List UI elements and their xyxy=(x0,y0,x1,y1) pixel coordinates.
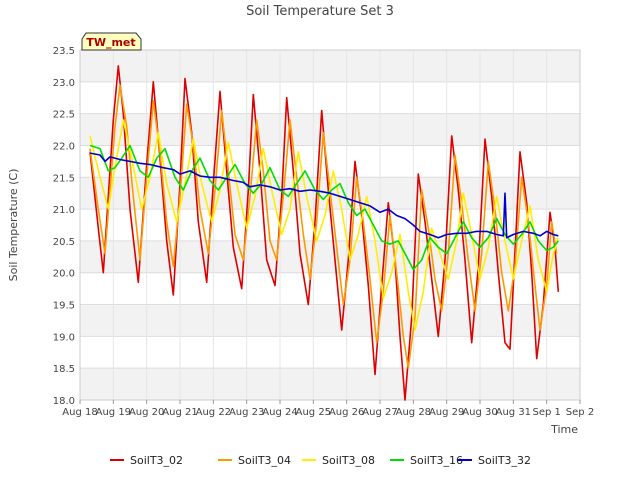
y-axis-label: Soil Temperature (C) xyxy=(7,169,20,282)
chart-title: Soil Temperature Set 3 xyxy=(246,4,394,19)
x-tick-label: Aug 28 xyxy=(396,407,431,418)
legend-label: SoilT3_32 xyxy=(478,454,531,467)
x-tick-label: Aug 25 xyxy=(296,407,331,418)
x-tick-label: Aug 27 xyxy=(362,407,397,418)
station-annotation: TW_met xyxy=(81,32,142,51)
y-tick-label: 20.0 xyxy=(53,269,75,280)
x-tick-label: Aug 22 xyxy=(196,407,231,418)
series-line-soilt3-32 xyxy=(89,152,559,239)
legend-item: SoilT3_04 xyxy=(218,454,291,467)
legend-label: SoilT3_02 xyxy=(130,454,183,467)
legend-item: SoilT3_16 xyxy=(390,454,463,467)
y-tick-label: 20.5 xyxy=(53,237,75,248)
y-tick-label: 22.5 xyxy=(53,110,75,121)
legend: SoilT3_02 SoilT3_04 SoilT3_08 SoilT3_16 Soil… xyxy=(110,454,531,467)
plot-band xyxy=(80,240,580,273)
y-tick-label: 18.0 xyxy=(53,396,75,407)
x-tick-label: Aug 24 xyxy=(262,407,297,418)
x-tick-label: Aug 31 xyxy=(496,407,531,418)
legend-label: SoilT3_08 xyxy=(322,454,375,467)
y-tick-label: 19.5 xyxy=(53,301,75,312)
x-axis-label: Time xyxy=(550,423,578,436)
legend-item: SoilT3_02 xyxy=(110,454,183,467)
series-line-soilt3-04 xyxy=(89,84,558,369)
plot-band xyxy=(80,304,580,337)
y-tick-label: 19.0 xyxy=(53,332,75,343)
plot-band xyxy=(80,368,580,400)
y-tick-label: 22.0 xyxy=(53,141,75,152)
y-axis-ticks: 18.0 18.5 19.0 19.5 20.0 20.5 21.0 21.5 22.0 22.5… xyxy=(53,46,75,407)
x-tick-label: Aug 29 xyxy=(429,407,464,418)
x-tick-label: Aug 30 xyxy=(462,407,497,418)
plot-band xyxy=(80,113,580,146)
legend-label: SoilT3_16 xyxy=(410,454,463,467)
series-line-soilt3-08 xyxy=(89,119,560,331)
x-tick-label: Aug 26 xyxy=(329,407,364,418)
x-tick-label: Sep 2 xyxy=(566,407,594,418)
legend-item: SoilT3_08 xyxy=(302,454,375,467)
y-tick-label: 21.5 xyxy=(53,173,75,184)
y-tick-label: 23.0 xyxy=(53,78,75,89)
x-tick-label: Sep 1 xyxy=(532,407,560,418)
series-line-soilt3-02 xyxy=(89,65,560,401)
x-tick-label: Aug 23 xyxy=(229,407,264,418)
series-line-soilt3-16 xyxy=(89,144,559,271)
x-tick-label: Aug 19 xyxy=(96,407,131,418)
legend-item: SoilT3_32 xyxy=(458,454,531,467)
x-tick-label: Aug 18 xyxy=(62,407,97,418)
annotation-box xyxy=(81,32,142,51)
plot-area-border xyxy=(79,49,581,401)
y-tick-label: 18.5 xyxy=(53,364,75,375)
x-tick-label: Aug 21 xyxy=(162,407,197,418)
y-tick-label: 21.0 xyxy=(53,205,75,216)
y-tick-label: 23.5 xyxy=(53,46,75,57)
plot-band xyxy=(80,50,580,82)
series-layer xyxy=(89,65,560,401)
x-tick-label: Aug 20 xyxy=(129,407,164,418)
annotation-text: TW_met xyxy=(86,36,135,49)
legend-label: SoilT3_04 xyxy=(238,454,291,467)
